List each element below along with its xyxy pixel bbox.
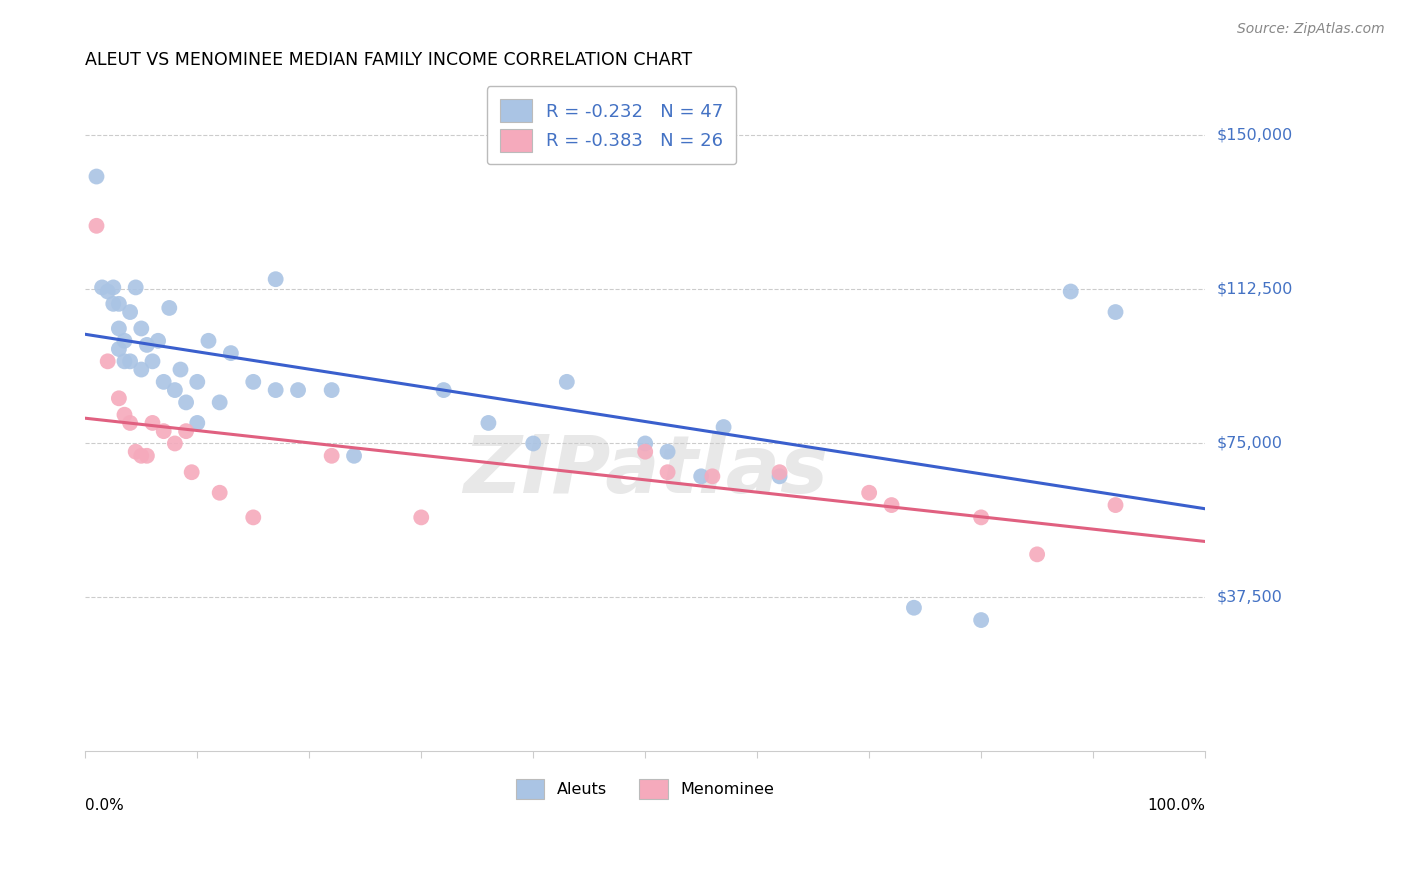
Point [321, 449, 343, 463]
Point [135, 338, 157, 352]
Point [91, 280, 114, 294]
Point [657, 444, 679, 458]
Point [120, 305, 142, 319]
Point [135, 449, 157, 463]
Point [713, 420, 735, 434]
Point [86, 219, 108, 233]
Text: 100.0%: 100.0% [1147, 798, 1205, 814]
Point [208, 395, 231, 409]
Point [146, 334, 169, 348]
Point [103, 280, 125, 294]
Point [129, 321, 152, 335]
Point [174, 424, 197, 438]
Point [321, 383, 343, 397]
Point [411, 510, 433, 524]
Point [690, 469, 713, 483]
Point [219, 346, 242, 360]
Point [858, 485, 880, 500]
Point [634, 444, 657, 458]
Point [97, 354, 120, 368]
Point [174, 395, 197, 409]
Point [903, 600, 925, 615]
Point [657, 465, 679, 479]
Point [186, 416, 208, 430]
Point [1104, 498, 1126, 512]
Point [169, 362, 191, 376]
Point [242, 510, 264, 524]
Text: Source: ZipAtlas.com: Source: ZipAtlas.com [1237, 22, 1385, 37]
Point [555, 375, 578, 389]
Point [264, 383, 287, 397]
Point [129, 449, 152, 463]
Point [114, 334, 136, 348]
Point [287, 383, 309, 397]
Text: $37,500: $37,500 [1216, 590, 1282, 605]
Point [152, 375, 174, 389]
Point [970, 510, 993, 524]
Point [141, 354, 163, 368]
Point [86, 169, 108, 184]
Point [768, 465, 790, 479]
Point [125, 444, 148, 458]
Point [141, 416, 163, 430]
Point [180, 465, 202, 479]
Text: ZIPatlas: ZIPatlas [463, 433, 828, 510]
Point [242, 375, 264, 389]
Point [152, 424, 174, 438]
Point [120, 416, 142, 430]
Point [208, 485, 231, 500]
Point [125, 280, 148, 294]
Point [343, 449, 366, 463]
Text: $112,500: $112,500 [1216, 282, 1292, 297]
Point [197, 334, 219, 348]
Point [1026, 547, 1049, 561]
Point [108, 321, 131, 335]
Point [108, 342, 131, 356]
Legend: Aleuts, Menominee: Aleuts, Menominee [505, 767, 786, 810]
Point [108, 392, 131, 406]
Point [970, 613, 993, 627]
Point [477, 416, 499, 430]
Text: $75,000: $75,000 [1216, 436, 1282, 451]
Text: 0.0%: 0.0% [86, 798, 124, 814]
Point [880, 498, 903, 512]
Point [114, 408, 136, 422]
Text: ALEUT VS MENOMINEE MEDIAN FAMILY INCOME CORRELATION CHART: ALEUT VS MENOMINEE MEDIAN FAMILY INCOME … [86, 51, 692, 69]
Point [1104, 305, 1126, 319]
Point [129, 362, 152, 376]
Text: $150,000: $150,000 [1216, 128, 1292, 143]
Point [108, 297, 131, 311]
Point [114, 354, 136, 368]
Point [522, 436, 544, 450]
Point [1060, 285, 1083, 299]
Point [634, 436, 657, 450]
Point [120, 354, 142, 368]
Point [433, 383, 456, 397]
Point [264, 272, 287, 286]
Point [163, 436, 186, 450]
Point [157, 301, 180, 315]
Point [768, 469, 790, 483]
Point [186, 375, 208, 389]
Point [103, 297, 125, 311]
Point [702, 469, 724, 483]
Point [97, 285, 120, 299]
Point [163, 383, 186, 397]
